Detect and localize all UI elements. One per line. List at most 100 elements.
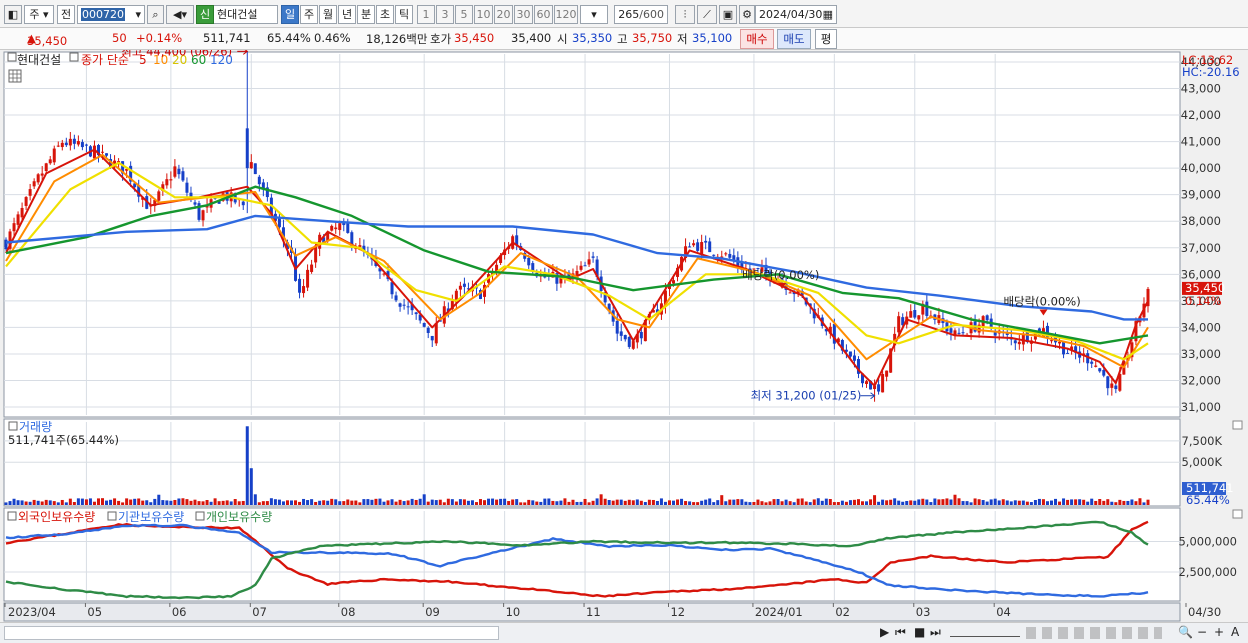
stock-chart[interactable]: 31,000 32,000 33,000 34,000 35,000 36,000 37,0…: [0, 50, 1248, 643]
volume-bar: [426, 501, 430, 505]
candle-body: [76, 141, 80, 145]
volume-bar: [117, 500, 121, 505]
volume-bar: [269, 498, 273, 505]
last-change-label: 0.14%: [1185, 294, 1222, 308]
panel-close-icon[interactable]: [1232, 420, 1243, 430]
candle-body: [121, 161, 125, 174]
candle-body: [704, 240, 708, 243]
interval-3-button[interactable]: 3: [436, 5, 454, 24]
candle-body: [499, 255, 503, 263]
volume-bar: [101, 498, 105, 505]
scroll-first-icon[interactable]: ⏮: [895, 625, 906, 639]
scroll-next-icon[interactable]: ▶: [880, 625, 890, 639]
tab-second[interactable]: 초: [376, 5, 394, 24]
volume-bar: [1098, 499, 1102, 505]
volume-bar: [893, 498, 897, 505]
interval-20-button[interactable]: 20: [494, 5, 513, 24]
candle-body: [885, 370, 889, 377]
candle-body: [1086, 353, 1090, 364]
stock-code-input[interactable]: 000720 ▾: [77, 5, 145, 24]
tab-minute[interactable]: 분: [357, 5, 375, 24]
volume-bar: [619, 499, 623, 505]
horizontal-scrollbar[interactable]: [4, 626, 499, 640]
volume-bar: [877, 501, 881, 505]
line-style-icon[interactable]: ⟋: [697, 5, 717, 24]
volume-bar: [430, 499, 434, 505]
volume-tick-label: 5,000K: [1182, 455, 1223, 469]
volume-bar: [478, 499, 482, 505]
auto-scale-icon[interactable]: A: [1231, 625, 1240, 639]
volume-bar: [402, 501, 406, 505]
volume-bar: [1114, 502, 1118, 505]
volume-bar: [905, 500, 909, 505]
zoom-slider[interactable]: [950, 629, 1020, 637]
candle-body: [852, 355, 856, 361]
tab-week[interactable]: 주: [300, 5, 318, 24]
sell-button[interactable]: 매도: [777, 29, 811, 49]
volume-bar: [684, 501, 688, 505]
volume-bar: [366, 499, 370, 505]
volume-bar: [52, 501, 56, 505]
type-selector[interactable]: 주 ▾: [24, 5, 54, 24]
volume-bar: [438, 499, 442, 505]
interval-30-button[interactable]: 30: [514, 5, 533, 24]
scroll-last-icon[interactable]: ⏭: [930, 625, 941, 639]
time-tick-label: 10: [506, 605, 521, 619]
candle-body: [350, 232, 354, 247]
interval-1-button[interactable]: 1: [417, 5, 435, 24]
volume-bar: [1142, 502, 1146, 505]
interval-60-button[interactable]: 60: [534, 5, 553, 24]
volume-bar: [973, 498, 977, 505]
sound-icon[interactable]: ◀▾: [166, 5, 194, 24]
zoom-in-icon[interactable]: +: [1214, 625, 1225, 639]
holdings-tick-label: 5,000,000: [1178, 534, 1237, 548]
volume-bar: [804, 501, 808, 505]
drawing-tools-strip[interactable]: [1026, 627, 1162, 639]
zoom-icon[interactable]: 🔍: [1178, 625, 1193, 639]
candle-body: [575, 271, 579, 277]
interval-120-button[interactable]: 120: [554, 5, 578, 24]
search-icon[interactable]: ⌕: [147, 5, 164, 24]
candle-body: [446, 308, 450, 312]
volume-bar: [523, 502, 527, 505]
period-toggle-button[interactable]: 전: [57, 5, 75, 24]
interval-10-button[interactable]: 10: [474, 5, 493, 24]
count-input[interactable]: 265/600: [614, 5, 668, 24]
volume-bar: [450, 499, 454, 505]
dividend-down-arrow-icon: [778, 282, 787, 289]
date-input[interactable]: 2024/04/30 ▦: [755, 5, 837, 24]
candle-body: [639, 331, 643, 339]
interval-5-button[interactable]: 5: [455, 5, 473, 24]
volume-bar: [406, 500, 410, 505]
candle-style-icon[interactable]: ⫶: [675, 5, 695, 24]
dividend-annotation-1: 배당락(0.00%): [742, 268, 819, 282]
panel-close-icon[interactable]: [1232, 509, 1243, 519]
save-icon[interactable]: ▣: [719, 5, 737, 24]
tab-month[interactable]: 월: [319, 5, 337, 24]
volume-bar: [454, 501, 458, 505]
eval-button[interactable]: 평: [815, 29, 837, 49]
buy-button[interactable]: 매수: [740, 29, 774, 49]
candle-body: [756, 268, 760, 270]
volume-bar: [961, 501, 965, 505]
gear-icon[interactable]: ⚙: [739, 5, 755, 24]
volume-bar: [133, 498, 137, 505]
candle-body: [109, 159, 113, 168]
grid-table-icon[interactable]: [8, 69, 22, 83]
volume-bar: [1054, 498, 1058, 505]
window-menu-icon[interactable]: ◧: [4, 5, 22, 24]
candle-body: [712, 254, 716, 256]
stop-icon[interactable]: ■: [914, 625, 926, 639]
volume-bar: [177, 498, 181, 505]
tab-day[interactable]: 일: [281, 5, 299, 24]
tab-year[interactable]: 년: [338, 5, 356, 24]
volume-bar: [543, 498, 547, 505]
zoom-out-icon[interactable]: −: [1197, 625, 1208, 639]
calendar-icon[interactable]: ▦: [822, 8, 833, 21]
volume-bar: [897, 500, 901, 505]
tab-tick[interactable]: 틱: [395, 5, 413, 24]
candle-body: [330, 225, 334, 231]
volume-bar: [623, 500, 627, 505]
volume-axis: 5,000K 7,500K: [1182, 434, 1223, 469]
interval-dropdown[interactable]: ▾: [580, 5, 608, 24]
